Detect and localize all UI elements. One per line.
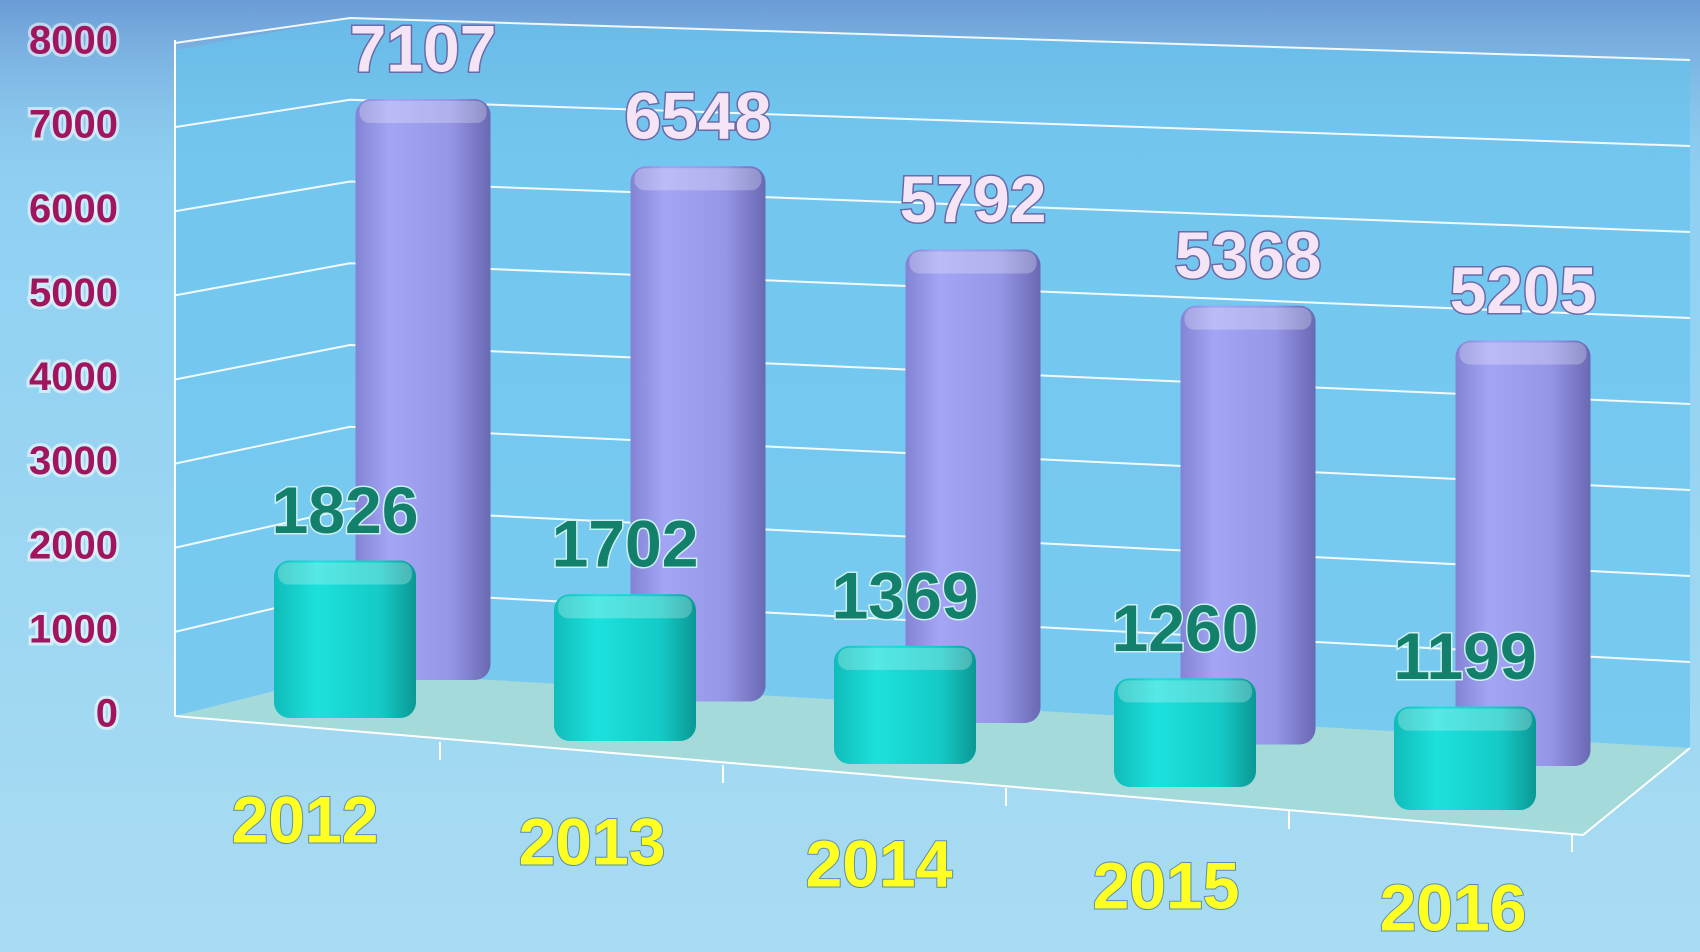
bar-shade: [834, 645, 976, 764]
data-label: 1199: [1393, 619, 1536, 693]
grid-line: [174, 262, 1691, 319]
bar-shade: [905, 249, 1041, 723]
y-tick-label: 1000: [29, 607, 118, 651]
bar-shade: [355, 99, 491, 680]
x-tick-label: 2016: [1380, 870, 1527, 944]
bar-shade: [630, 166, 766, 702]
x-tick-label: 2015: [1093, 848, 1240, 922]
data-label: 1369: [832, 558, 979, 632]
bar-top: [558, 596, 692, 619]
data-label: 5368: [1175, 218, 1322, 292]
data-label: 1702: [552, 507, 699, 581]
x-tick-label: 2012: [232, 782, 379, 856]
data-label: 5792: [900, 162, 1047, 236]
data-label: 1260: [1112, 591, 1259, 665]
bar-top: [634, 168, 762, 191]
bar-shade: [274, 560, 416, 718]
grid-line: [174, 16, 1691, 61]
y-tick-label: 7000: [29, 103, 118, 147]
bar-top: [1459, 342, 1587, 365]
y-tick-label: 2000: [29, 523, 118, 567]
bar-top: [1398, 708, 1532, 731]
x-tick-label: 2013: [519, 804, 666, 878]
data-label: 1826: [272, 473, 419, 547]
bar-top: [838, 647, 972, 670]
bar-top: [1118, 680, 1252, 703]
bar-shade: [1114, 678, 1256, 787]
floor-edge: [174, 715, 1691, 837]
bar-top: [278, 562, 412, 585]
bar-top: [909, 251, 1037, 274]
data-label: 6548: [625, 79, 772, 153]
y-tick-label: 8000: [29, 19, 118, 63]
y-tick-label: 0: [96, 692, 118, 736]
bar-top: [1184, 307, 1312, 330]
grid-line: [174, 98, 1691, 147]
bar-shade: [1455, 340, 1591, 766]
x-tick-label: 2014: [806, 826, 953, 900]
y-tick-label: 3000: [29, 439, 118, 483]
y-tick-label: 6000: [29, 187, 118, 231]
bar-shade: [554, 594, 696, 741]
bar-shade: [1394, 706, 1536, 810]
y-tick-label: 5000: [29, 271, 118, 315]
data-label: 7107: [350, 11, 497, 85]
y-tick-label: 4000: [29, 355, 118, 399]
bar-shade: [1180, 305, 1316, 745]
data-label: 5205: [1450, 253, 1597, 327]
grid-line: [174, 180, 1691, 233]
bar-top: [359, 101, 487, 124]
